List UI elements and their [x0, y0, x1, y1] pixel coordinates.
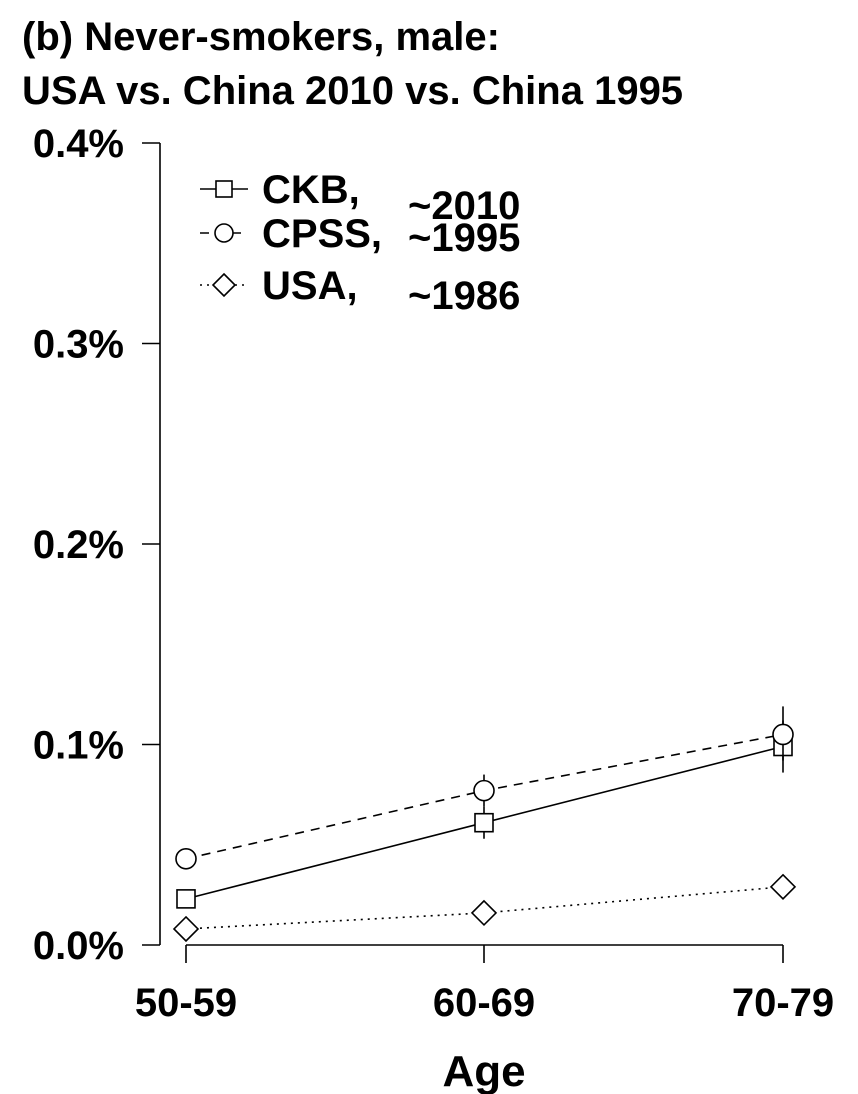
x-axis: 50-59 60-69 70-79: [135, 944, 834, 1025]
legend-marker: [215, 180, 233, 198]
data-point: [474, 812, 494, 833]
x-tick-label: 60-69: [433, 981, 535, 1025]
chart-title: (b) Never-smokers, male:: [22, 15, 500, 59]
series-circle: [175, 706, 794, 870]
series-layer: [172, 706, 797, 943]
data-point: [470, 899, 498, 927]
data-point: [175, 847, 197, 870]
y-tick-label: 0.3%: [33, 323, 124, 367]
series-line: [185, 886, 784, 930]
data-point: [176, 889, 196, 909]
y-tick-label: 0.2%: [33, 523, 124, 567]
x-tick-label: 50-59: [135, 981, 237, 1025]
legend-marker: [214, 223, 234, 243]
y-axis: 0.0% 0.1% 0.2% 0.3% 0.4%: [33, 122, 161, 968]
series-square: [176, 720, 793, 909]
x-axis-label: Age: [442, 1047, 525, 1094]
chart-subtitle: USA vs. China 2010 vs. China 1995: [22, 69, 683, 113]
data-point: [473, 779, 495, 802]
legend-label: CKB,: [262, 168, 360, 212]
legend: CKB, ~2010 CPSS, ~1995 USA, ~1986: [200, 168, 520, 318]
x-tick-label: 70-79: [732, 981, 834, 1025]
legend-period: ~1995: [408, 216, 520, 260]
legend-label: USA,: [262, 264, 358, 308]
y-tick-label: 0.1%: [33, 724, 124, 768]
y-tick-label: 0.4%: [33, 122, 124, 166]
series-diamond: [172, 873, 797, 943]
legend-period: ~2010: [408, 184, 520, 228]
data-point: [172, 915, 200, 943]
data-point: [772, 723, 794, 746]
legend-label: CPSS,: [262, 212, 382, 256]
legend-marker: [211, 272, 237, 298]
data-point: [769, 873, 797, 900]
y-tick-label: 0.0%: [33, 924, 124, 968]
legend-period: ~1986: [408, 274, 520, 318]
